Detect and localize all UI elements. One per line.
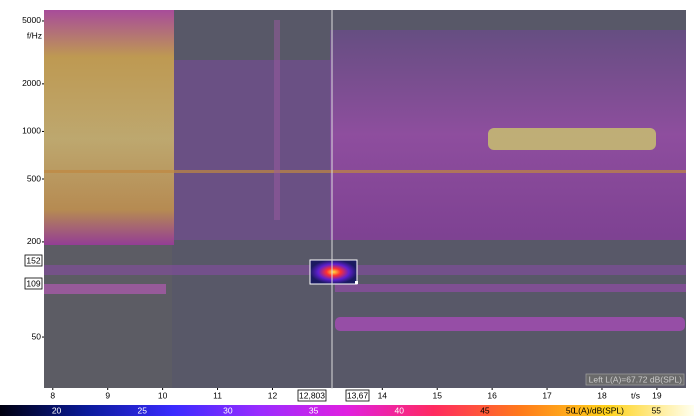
y-tick-label: 50 <box>32 331 42 341</box>
x-axis-label: t/s <box>631 390 640 400</box>
colorbar-tick-label: 55 <box>652 405 662 415</box>
x-tick-label: 12 <box>268 390 278 400</box>
colorbar-tick-label: 45 <box>480 405 490 415</box>
cursor-label: 13,67 <box>347 390 369 400</box>
y-tick-label: 200 <box>27 236 41 246</box>
colorbar-tick-label: 50 <box>566 405 576 415</box>
y-tick-label: 2000 <box>22 78 41 88</box>
x-tick-label: 18 <box>597 390 607 400</box>
status-text: Left L(A)=67.72 dB(SPL) <box>589 374 682 384</box>
x-tick-label: 11 <box>213 390 222 400</box>
x-tick-label: 10 <box>158 390 168 400</box>
x-tick-label: 9 <box>105 390 110 400</box>
y-tick-label: 5000 <box>22 15 41 25</box>
spectrogram-window: f/Hz t/s 152 109 12,803 13,67 Left L(A)=… <box>0 0 694 416</box>
x-tick-label: 19 <box>652 390 662 400</box>
y-tick-label: 500 <box>27 173 41 183</box>
cursor-label: 12,803 <box>299 390 325 400</box>
colorbar-tick-label: 40 <box>395 405 405 415</box>
cursor-label: 152 <box>26 255 40 265</box>
cursor-label: 109 <box>26 278 40 288</box>
colorbar-label: L(A)/dB(SPL) <box>573 405 624 415</box>
colorbar-tick-label: 25 <box>137 405 147 415</box>
x-tick-label: 17 <box>542 390 552 400</box>
y-axis-label: f/Hz <box>27 30 42 40</box>
plot-area <box>44 10 686 390</box>
x-tick-label: 15 <box>432 390 442 400</box>
x-tick-label: 16 <box>487 390 497 400</box>
x-tick-label: 14 <box>378 390 388 400</box>
y-tick-label: 1000 <box>22 126 41 136</box>
colorbar-tick-label: 20 <box>52 405 62 415</box>
colorbar-tick-label: 35 <box>309 405 319 415</box>
colorbar-tick-label: 30 <box>223 405 233 415</box>
x-tick-label: 8 <box>50 390 55 400</box>
